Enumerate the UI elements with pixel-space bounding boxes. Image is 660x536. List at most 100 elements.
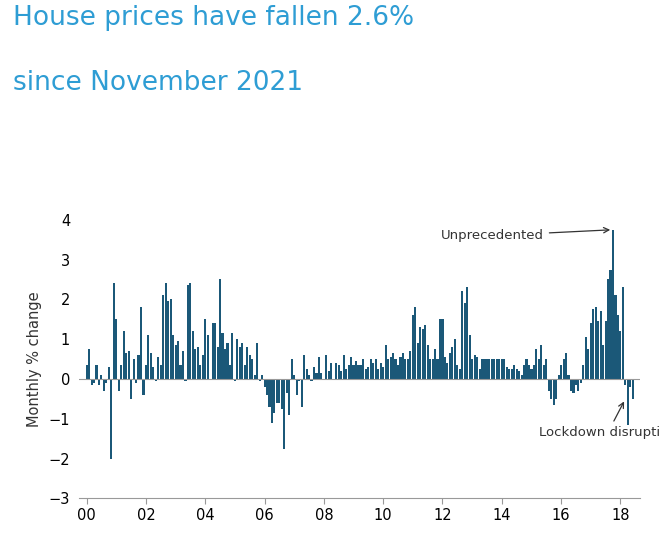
Bar — [627, 379, 629, 425]
Bar — [399, 357, 401, 379]
Bar — [632, 379, 634, 399]
Bar — [498, 359, 500, 379]
Bar — [184, 379, 187, 381]
Bar — [325, 355, 327, 379]
Bar — [194, 349, 197, 379]
Bar — [629, 379, 632, 387]
Bar — [170, 300, 172, 379]
Bar — [414, 307, 416, 379]
Bar — [397, 365, 399, 379]
Bar — [286, 379, 288, 393]
Bar — [204, 319, 207, 379]
Bar — [523, 365, 525, 379]
Bar — [372, 363, 374, 379]
Bar — [296, 379, 298, 395]
Bar — [242, 343, 244, 379]
Bar — [239, 347, 241, 379]
Bar — [605, 321, 607, 379]
Bar — [288, 379, 290, 415]
Bar — [350, 357, 352, 379]
Bar — [469, 335, 471, 379]
Bar — [575, 379, 577, 385]
Bar — [405, 359, 407, 379]
Bar — [590, 323, 592, 379]
Bar — [340, 371, 343, 379]
Bar — [501, 359, 503, 379]
Bar — [552, 379, 555, 405]
Bar — [197, 347, 199, 379]
Bar — [565, 353, 567, 379]
Bar — [182, 351, 184, 379]
Bar — [548, 379, 550, 391]
Bar — [355, 361, 357, 379]
Bar — [283, 379, 285, 449]
Text: Unprecedented: Unprecedented — [441, 228, 609, 242]
Bar — [279, 379, 280, 403]
Bar — [261, 375, 263, 379]
Bar — [377, 369, 379, 379]
Bar — [451, 347, 453, 379]
Bar — [434, 349, 436, 379]
Bar — [560, 365, 562, 379]
Bar — [426, 345, 429, 379]
Bar — [177, 341, 179, 379]
Bar — [409, 351, 411, 379]
Bar — [521, 375, 523, 379]
Bar — [313, 367, 315, 379]
Bar — [150, 353, 152, 379]
Bar — [212, 323, 214, 379]
Bar — [189, 284, 191, 379]
Bar — [543, 365, 545, 379]
Bar — [436, 359, 439, 379]
Bar — [370, 359, 372, 379]
Bar — [385, 345, 387, 379]
Bar — [545, 359, 547, 379]
Bar — [459, 369, 461, 379]
Bar — [244, 365, 246, 379]
Bar — [246, 347, 248, 379]
Bar — [358, 365, 360, 379]
Bar — [550, 379, 552, 399]
Text: House prices have fallen 2.6%: House prices have fallen 2.6% — [13, 5, 414, 32]
Bar — [360, 365, 362, 379]
Bar — [147, 335, 149, 379]
Bar — [392, 353, 394, 379]
Bar — [103, 379, 105, 391]
Bar — [624, 379, 626, 385]
Bar — [365, 369, 367, 379]
Bar — [395, 359, 397, 379]
Bar — [515, 369, 517, 379]
Bar — [513, 365, 515, 379]
Bar — [508, 369, 510, 379]
Bar — [328, 371, 330, 379]
Bar — [587, 349, 589, 379]
Bar — [160, 365, 162, 379]
Bar — [330, 363, 333, 379]
Bar — [419, 327, 421, 379]
Bar — [466, 287, 468, 379]
Bar — [167, 301, 169, 379]
Bar — [572, 379, 574, 393]
Text: Lockdown disruption: Lockdown disruption — [539, 403, 660, 440]
Bar — [538, 359, 540, 379]
Bar — [609, 270, 612, 379]
Bar — [300, 379, 303, 407]
Bar — [599, 311, 602, 379]
Bar — [174, 345, 177, 379]
Bar — [106, 379, 108, 383]
Bar — [308, 375, 310, 379]
Bar — [253, 375, 255, 379]
Bar — [619, 331, 622, 379]
Bar — [471, 359, 473, 379]
Bar — [478, 369, 480, 379]
Bar — [306, 369, 308, 379]
Bar — [368, 367, 370, 379]
Bar — [486, 359, 488, 379]
Bar — [162, 295, 164, 379]
Bar — [214, 323, 216, 379]
Bar — [88, 349, 90, 379]
Bar — [379, 363, 381, 379]
Bar — [382, 367, 384, 379]
Bar — [273, 379, 275, 413]
Bar — [115, 319, 117, 379]
